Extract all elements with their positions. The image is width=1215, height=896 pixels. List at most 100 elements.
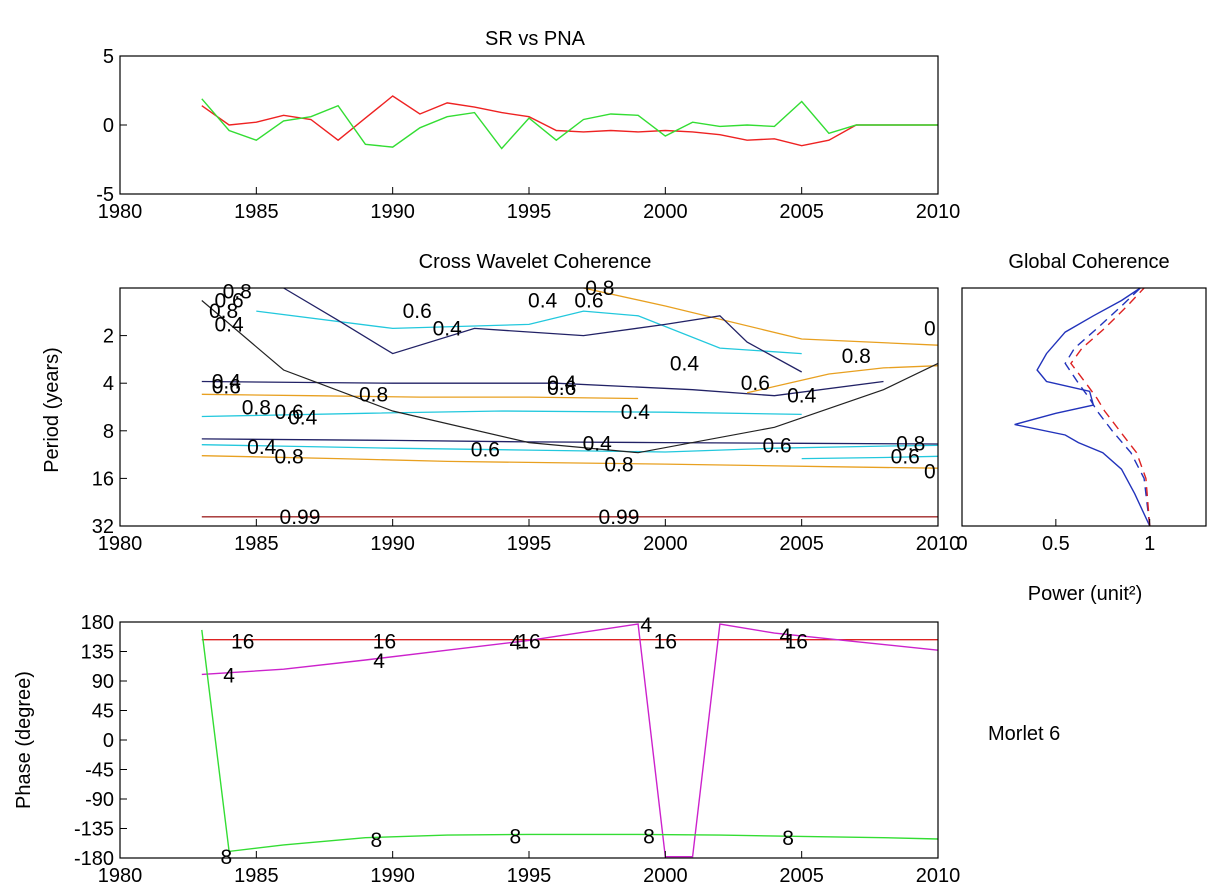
global-coherence-xtick-label: 0	[956, 533, 967, 555]
phase-annotation: 8	[782, 827, 794, 850]
phase-ytick-label: 180	[81, 612, 114, 634]
timeseries-x-ticks: 1980 1985 1990 1995 2000 2005 2010	[98, 187, 960, 223]
phase-annotation: 4	[223, 664, 235, 687]
global-coherence-line-0	[1014, 287, 1151, 527]
global-coherence-title: Global Coherence	[1008, 251, 1169, 273]
contour-label: 0.6	[741, 372, 770, 395]
contour-label: 0.4	[212, 370, 242, 393]
global-coherence-axes-frame	[961, 287, 1207, 527]
contour-line-11	[801, 455, 939, 460]
coherence-xtick-label: 2005	[779, 533, 824, 555]
phase-annotation: 8	[643, 826, 655, 849]
contour-label: 0.6	[547, 377, 576, 400]
phase-ytick-label: -180	[74, 848, 114, 870]
contour-label: 0.99	[599, 506, 640, 529]
coherence-ytick-label: 16	[92, 468, 114, 490]
timeseries-xtick-label: 1995	[507, 201, 552, 223]
phase-annotation: 4	[510, 632, 522, 655]
phase-xtick-label: 1995	[507, 865, 552, 887]
phase-annotation: 16	[517, 630, 540, 653]
contour-label: 0.4	[583, 432, 613, 455]
contour-label: 0.8	[842, 345, 871, 368]
phase-annotation: 16	[231, 630, 254, 653]
phase-ytick-label: 90	[92, 671, 114, 693]
contour-line-6	[201, 380, 884, 397]
contour-label: 0	[924, 461, 936, 484]
contour-label: 0.4	[670, 352, 700, 375]
coherence-ytick-label: 8	[103, 421, 114, 443]
timeseries-xtick-label: 1990	[370, 201, 415, 223]
contour-label: 0.4	[528, 290, 558, 313]
global-coherence-xtick-label: 1	[1144, 533, 1155, 555]
timeseries-ytick-label: 5	[103, 46, 114, 68]
coherence-ytick-label: 2	[103, 326, 114, 348]
phase-ytick-label: -135	[74, 819, 114, 841]
phase-xtick-label: 2010	[916, 865, 961, 887]
phase-series	[201, 623, 939, 858]
contour-label: 0.6	[214, 290, 243, 313]
phase-ytick-label: 45	[92, 701, 114, 723]
phase-annotation: 16	[373, 630, 396, 653]
contour-label: 0.8	[359, 383, 388, 406]
timeseries-ytick-label: 0	[103, 115, 114, 137]
global-coherence-x-ticks: 0 0.5 1	[956, 519, 1155, 555]
coherence-xtick-label: 1985	[234, 533, 279, 555]
timeseries-xtick-label: 1985	[234, 201, 279, 223]
contour-label: 0.4	[288, 407, 318, 430]
contour-line-7	[256, 310, 802, 355]
phase-annotation: 4	[373, 650, 385, 673]
timeseries-axes-frame	[119, 55, 939, 195]
global-coherence-series	[1014, 287, 1151, 527]
phase-annotation: 8	[510, 826, 522, 849]
contour-label: 0.6	[891, 445, 920, 468]
coherence-xtick-label: 1990	[370, 533, 415, 555]
contour-label: 0.8	[223, 280, 252, 303]
contour-label: 0.6	[403, 300, 432, 323]
phase-annotation: 8	[370, 829, 382, 852]
contour-label: 0.99	[280, 506, 321, 529]
phase-line-2	[201, 629, 939, 853]
coherence-ytick-label: 32	[92, 516, 114, 538]
phase-annotation: 16	[785, 630, 808, 653]
contour-line-3	[201, 438, 939, 445]
timeseries-xtick-label: 2005	[779, 201, 824, 223]
contour-line-4	[201, 393, 639, 400]
coherence-ylabel: Period (years)	[41, 347, 63, 473]
global-coherence-line-2	[1070, 287, 1151, 527]
phase-annotation: 4	[640, 614, 652, 637]
phase-xtick-label: 1985	[234, 865, 279, 887]
coherence-contours	[201, 287, 939, 518]
contour-label: 0.4	[787, 385, 817, 408]
cone-of-influence	[201, 300, 939, 454]
phase-y-ticks: 180 135 90 45 0 -45 -90 -135 -180	[74, 612, 127, 870]
phase-annotation: 4	[779, 625, 791, 648]
global-coherence-line-1	[1064, 287, 1151, 527]
coherence-title: Cross Wavelet Coherence	[419, 251, 652, 273]
timeseries-panel: SR vs PNA 1980 1985 1990 1995 2000 2005 2010 -…	[96, 28, 960, 223]
contour-label: 0.6	[274, 401, 303, 424]
coherence-xtick-label: 1995	[507, 533, 552, 555]
contour-label: 0.6	[212, 376, 241, 399]
timeseries-y-ticks: -5 0 5	[96, 46, 127, 206]
coherence-xtick-label: 1980	[98, 533, 143, 555]
contour-label: 0	[924, 317, 936, 340]
contour-label: 0.4	[621, 401, 651, 424]
contour-line-10	[283, 287, 803, 373]
coherence-xtick-label: 2010	[916, 533, 961, 555]
wavelet-name: Morlet 6	[988, 723, 1060, 745]
timeseries-title: SR vs PNA	[485, 28, 586, 50]
contour-label: 0.4	[547, 372, 577, 395]
timeseries-series	[201, 95, 938, 150]
coherence-y-ticks: 2 4 8 16 32	[92, 326, 127, 538]
phase-annotation: 16	[654, 630, 677, 653]
global-coherence-panel: Global Coherence 0 0.5 1 Power (unit²)	[956, 251, 1207, 605]
timeseries-xtick-label: 2000	[643, 201, 688, 223]
timeseries-ytick-label: -5	[96, 184, 114, 206]
contour-line-2	[201, 444, 939, 453]
phase-ylabel: Phase (degree)	[13, 671, 35, 809]
contour-line-8	[583, 287, 939, 346]
coherence-x-ticks: 1980 1985 1990 1995 2000 2005 2010	[98, 519, 961, 555]
